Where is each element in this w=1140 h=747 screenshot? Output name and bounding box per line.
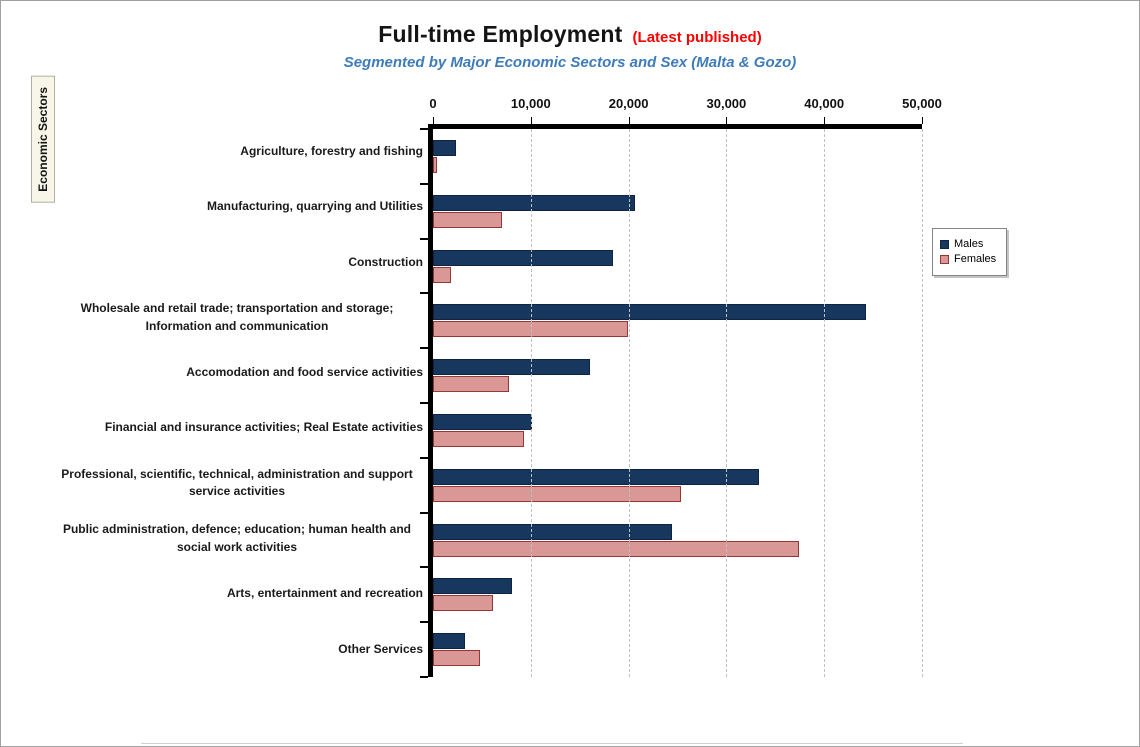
males-bar bbox=[433, 249, 613, 266]
category-label: Accomodation and food service activities bbox=[186, 365, 423, 380]
category-band bbox=[433, 567, 922, 622]
category-band bbox=[433, 129, 922, 184]
category-axis-tick bbox=[420, 237, 428, 240]
females-bar bbox=[433, 485, 682, 502]
legend-label: Males bbox=[954, 238, 984, 250]
x-axis-tick bbox=[433, 117, 434, 124]
x-axis-tick bbox=[726, 117, 728, 124]
plot-area: 0 10,000 20,000 30,000 40,000 50,000 bbox=[420, 96, 942, 678]
gridline bbox=[922, 129, 923, 677]
category-label: Arts, entertainment and recreation bbox=[226, 586, 423, 601]
category-label: Construction bbox=[348, 254, 423, 269]
legend-label: Females bbox=[954, 253, 997, 265]
category-axis-tick bbox=[420, 128, 428, 130]
females-bar bbox=[433, 211, 503, 228]
category-label: Public administration, defence; educatio… bbox=[62, 522, 412, 554]
x-axis-tick-label: 10,000 bbox=[510, 96, 551, 111]
category-label-band: Arts, entertainment and recreation bbox=[51, 566, 423, 621]
gridline bbox=[726, 129, 728, 677]
category-axis-tick bbox=[420, 511, 428, 514]
x-axis-tick bbox=[628, 117, 630, 124]
category-label-band: Manufacturing, quarrying and Utilities bbox=[51, 179, 423, 234]
females-bar bbox=[433, 595, 493, 612]
males-bar bbox=[433, 194, 636, 211]
chart-subtitle: Segmented by Major Economic Sectors and … bbox=[343, 54, 797, 71]
x-axis-tick bbox=[922, 117, 923, 124]
x-axis-tick-label: 0 bbox=[429, 96, 437, 111]
category-band bbox=[433, 293, 922, 348]
category-axis-tick bbox=[420, 402, 428, 404]
category-label-band: Accomodation and food service activities bbox=[51, 345, 423, 400]
category-axis-tick bbox=[420, 347, 428, 350]
x-axis-tick-label: 50,000 bbox=[902, 96, 942, 111]
x-axis-tick bbox=[530, 117, 532, 124]
males-bar bbox=[433, 304, 867, 321]
males-bar bbox=[433, 413, 532, 430]
category-label-band: Wholesale and retail trade; transportati… bbox=[51, 290, 423, 345]
legend: Males Females bbox=[932, 228, 1008, 276]
category-axis-tick bbox=[420, 456, 428, 459]
category-axis-tick bbox=[420, 676, 428, 678]
category-label: Agriculture, forestry and fishing bbox=[240, 143, 423, 158]
category-label-band: Professional, scientific, technical, adm… bbox=[51, 456, 423, 511]
category-axis-tick bbox=[420, 182, 428, 185]
legend-items: Males Females bbox=[940, 238, 996, 265]
category-label: Professional, scientific, technical, adm… bbox=[61, 467, 413, 499]
gridline bbox=[824, 129, 826, 677]
gridline bbox=[628, 129, 630, 677]
females-bar bbox=[433, 430, 524, 447]
females-bar bbox=[433, 157, 437, 173]
legend-swatch-females bbox=[940, 254, 949, 264]
category-band bbox=[433, 403, 922, 458]
category-axis-tick bbox=[420, 621, 428, 624]
category-axis-labels: Agriculture, forestry and fishing Manufac… bbox=[51, 124, 423, 677]
legend-swatch-males bbox=[940, 239, 949, 249]
x-axis-tick bbox=[824, 117, 826, 124]
category-band bbox=[433, 622, 922, 677]
females-bar bbox=[433, 540, 799, 557]
females-bar bbox=[433, 321, 628, 338]
category-band bbox=[433, 513, 922, 568]
category-band bbox=[433, 239, 922, 294]
category-band bbox=[433, 184, 922, 239]
x-axis-tick-label: 30,000 bbox=[706, 96, 747, 111]
category-label: Manufacturing, quarrying and Utilities bbox=[206, 199, 423, 214]
males-bar bbox=[433, 140, 457, 156]
males-bar bbox=[433, 359, 591, 376]
x-axis-tick-label: 40,000 bbox=[804, 96, 845, 111]
legend-item: Females bbox=[940, 253, 996, 265]
gridline bbox=[530, 129, 532, 677]
category-label: Wholesale and retail trade; transportati… bbox=[80, 301, 394, 333]
females-bar bbox=[433, 376, 510, 393]
category-label-band: Financial and insurance activities; Real… bbox=[51, 400, 423, 455]
category-label-band: Agriculture, forestry and fishing bbox=[51, 124, 423, 179]
category-axis-tick bbox=[420, 292, 428, 295]
bar-rows bbox=[433, 129, 922, 677]
chart-title: Full-time Employment bbox=[378, 21, 623, 47]
category-band bbox=[433, 348, 922, 403]
category-label-band: Construction bbox=[51, 235, 423, 290]
males-bar bbox=[433, 468, 759, 485]
females-bar bbox=[433, 266, 451, 283]
category-band bbox=[433, 458, 922, 513]
legend-item: Males bbox=[940, 238, 996, 250]
chart-title-note: (Latest published) bbox=[632, 29, 762, 46]
males-bar bbox=[433, 523, 672, 540]
females-bar bbox=[433, 650, 480, 667]
males-bar bbox=[433, 633, 466, 650]
category-label-band: Other Services bbox=[51, 622, 423, 677]
category-label: Other Services bbox=[338, 641, 423, 656]
category-axis-tick bbox=[420, 566, 428, 569]
males-bar bbox=[433, 578, 513, 595]
category-label-band: Public administration, defence; educatio… bbox=[51, 511, 423, 566]
bottom-divider bbox=[141, 743, 963, 744]
category-label: Financial and insurance activities; Real… bbox=[104, 420, 423, 435]
chart-title-row: Full-time Employment (Latest published) bbox=[1, 21, 1139, 48]
x-axis-tick-label: 20,000 bbox=[608, 96, 649, 111]
